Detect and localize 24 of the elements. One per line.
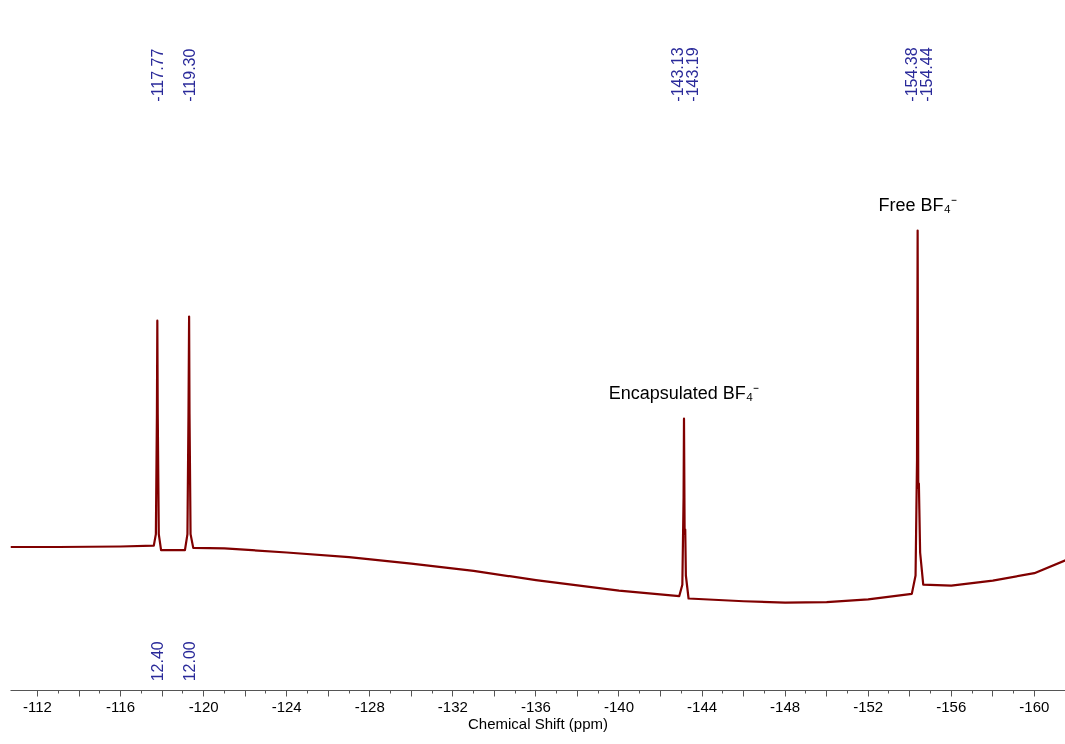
text: -119.30 xyxy=(181,48,199,102)
x-tick-label: -128 xyxy=(354,697,385,715)
x-axis-title: Chemical Shift (ppm) xyxy=(467,714,609,732)
x-tick-label: -112 xyxy=(23,697,52,715)
x-tick-label: -120 xyxy=(188,697,219,715)
text: -154.44 xyxy=(917,47,935,102)
text: -117.77 xyxy=(149,48,167,102)
x-tick-label: -144 xyxy=(687,697,718,715)
annotation: 12.00 xyxy=(181,641,199,682)
x-tick-label: -132 xyxy=(437,697,468,715)
x-tick-label: -140 xyxy=(603,697,635,715)
x-tick-label: -156 xyxy=(936,697,967,715)
text: -154.38 xyxy=(902,47,920,102)
annotation: 12.40 xyxy=(149,641,167,682)
x-tick-label: -148 xyxy=(770,697,801,715)
x-tick-label: -152 xyxy=(853,697,884,715)
annotation: Free BF₄⁻ xyxy=(878,194,957,215)
x-tick-label: -136 xyxy=(520,697,551,715)
text: -143.19 xyxy=(684,47,702,102)
annotation: Encapsulated BF₄⁻ xyxy=(608,382,760,403)
x-tick-label: -116 xyxy=(106,697,136,715)
x-tick-label: -124 xyxy=(271,697,302,715)
x-tick-label: -160 xyxy=(1019,697,1050,715)
text: -143.13 xyxy=(669,47,686,102)
